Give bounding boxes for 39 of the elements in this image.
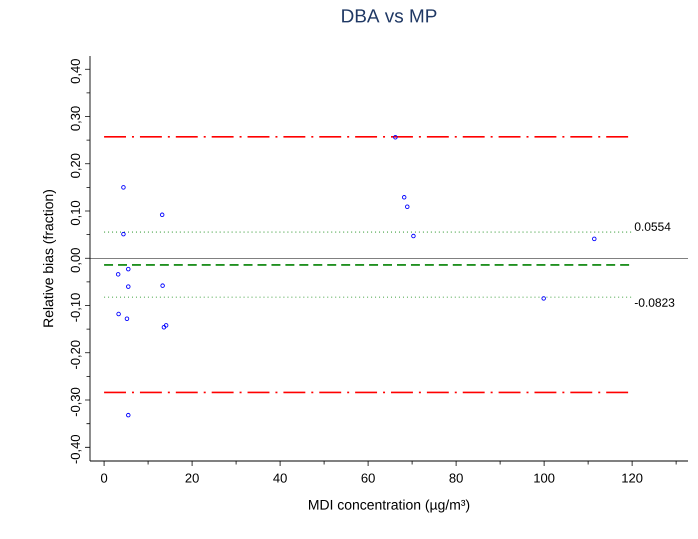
point — [162, 325, 166, 330]
chart-title: DBA vs MP — [342, 9, 436, 23]
point — [126, 266, 131, 272]
y-tick-label: -0,10 — [70, 293, 82, 322]
point — [411, 234, 416, 238]
point — [126, 412, 131, 418]
y-tick-label: 0,20 — [70, 154, 82, 178]
x-tick-label: 0 — [100, 473, 108, 483]
point — [124, 316, 130, 321]
y-tick-label: 0,10 — [70, 200, 82, 226]
y-tick-label: 0,30 — [70, 106, 82, 131]
point — [393, 135, 398, 140]
point — [164, 323, 168, 328]
x-tick-label: 120 — [622, 473, 642, 483]
x-tick-label: 100 — [534, 473, 554, 483]
point — [592, 236, 597, 242]
annotation: -0.0823 — [634, 298, 674, 307]
x-tick-label: 80 — [449, 473, 463, 483]
y-tick-label: 0,00 — [70, 248, 82, 272]
y-tick-label: 0,40 — [70, 59, 82, 84]
point — [116, 272, 120, 277]
x-tick-label: 20 — [186, 473, 199, 483]
y-tick-label: -0,30 — [70, 388, 82, 416]
point — [116, 312, 121, 316]
point — [160, 283, 165, 288]
point — [541, 296, 546, 301]
point — [121, 232, 126, 236]
point — [160, 212, 164, 218]
point — [402, 195, 406, 200]
y-tick-label: -0,40 — [70, 435, 82, 464]
annotation: 0.0554 — [634, 222, 671, 231]
x-tick-label: 40 — [273, 473, 287, 483]
point — [121, 185, 126, 190]
point — [126, 284, 131, 289]
x-axis-title: MDI concentration (µg/m³) — [309, 499, 470, 512]
y-tick-label: -0,20 — [70, 340, 82, 369]
x-tick-label: 60 — [362, 473, 375, 483]
point — [405, 204, 410, 209]
y-axis-title: Relative bias (fraction) — [42, 190, 56, 327]
